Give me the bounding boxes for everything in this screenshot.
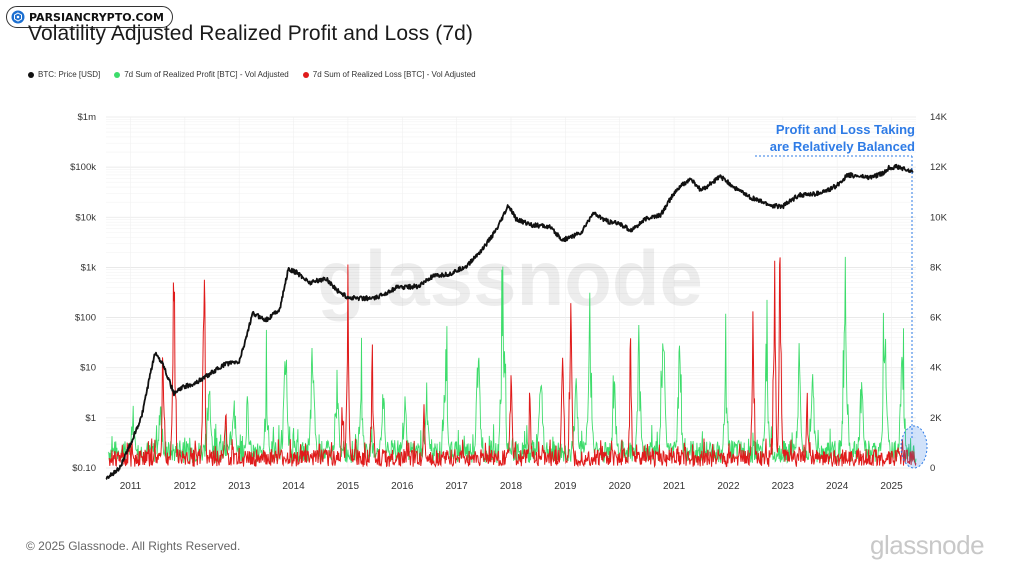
x-tick-label: 2012 [174, 481, 197, 492]
y-right-tick-label: 10K [930, 212, 948, 223]
x-tick-label: 2017 [446, 481, 469, 492]
legend-swatch-profit [114, 71, 121, 78]
y-left-tick-label: $10 [80, 363, 96, 374]
x-tick-label: 2019 [554, 481, 577, 492]
cube-network-icon [11, 10, 25, 24]
x-tick-label: 2025 [880, 481, 903, 492]
x-tick-label: 2023 [772, 481, 795, 492]
x-tick-label: 2021 [663, 481, 686, 492]
axes: $0.10 $1 $10 $100 $1k $10k $100k $1m 0 2K 4K 6K 8K 10… [70, 112, 947, 492]
y-left-tick-label: $1k [81, 262, 97, 273]
x-tick-label: 2011 [120, 481, 142, 492]
y-left-tick-label: $1 [85, 413, 96, 424]
badge-text: PARSIANCRYPTO.COM [29, 10, 164, 24]
x-tick-label: 2016 [391, 481, 414, 492]
annotation-ellipse [900, 425, 928, 469]
y-right-tick-label: 2K [930, 413, 942, 424]
legend-item-profit[interactable]: 7d Sum of Realized Profit [BTC] - Vol Ad… [114, 70, 289, 79]
loss-series [108, 257, 917, 469]
x-tick-label: 2015 [337, 481, 360, 492]
watermark: glassnode [317, 234, 703, 322]
annotation-line-2: are Relatively Balanced [769, 139, 915, 154]
x-tick-label: 2022 [717, 481, 740, 492]
copyright-text: © 2025 Glassnode. All Rights Reserved. [26, 539, 241, 553]
y-right-tick-label: 6K [930, 313, 942, 324]
legend-label-price: BTC: Price [USD] [38, 70, 101, 79]
price-line [105, 163, 914, 480]
y-left-tick-label: $1m [78, 112, 97, 123]
y-left-tick-label: $0.10 [72, 463, 96, 474]
legend-label-loss: 7d Sum of Realized Loss [BTC] - Vol Adju… [312, 70, 476, 79]
legend-item-price[interactable]: BTC: Price [USD] [28, 70, 100, 79]
x-tick-label: 2013 [228, 481, 251, 492]
annotation-text: Profit and Loss Taking are Relatively Ba… [740, 121, 915, 155]
y-right-tick-label: 14K [930, 112, 948, 123]
y-left-tick-label: $10k [75, 212, 96, 223]
brand-logo: glassnode [870, 530, 985, 560]
y-right-tick-label: 0 [930, 463, 935, 474]
chart-legend: BTC: Price [USD] 7d Sum of Realized Prof… [28, 70, 476, 79]
y-right-tick-label: 4K [930, 363, 942, 374]
chart-title: Volatility Adjusted Realized Profit and … [28, 22, 473, 45]
x-tick-label: 2018 [500, 481, 523, 492]
annotation-marker [755, 155, 928, 469]
y-left-tick-label: $100k [70, 162, 96, 173]
y-right-tick-label: 8K [930, 262, 942, 273]
legend-swatch-price [28, 71, 34, 78]
x-tick-label: 2020 [609, 481, 632, 492]
legend-label-profit: 7d Sum of Realized Profit [BTC] - Vol Ad… [124, 70, 289, 79]
annotation-line-1: Profit and Loss Taking [775, 122, 915, 137]
y-left-tick-label: $100 [75, 313, 96, 324]
loss-line [108, 257, 917, 469]
x-tick-label: 2024 [826, 481, 849, 492]
y-right-tick-label: 12K [930, 162, 948, 173]
x-tick-label: 2014 [282, 481, 305, 492]
price-series [105, 163, 914, 480]
legend-swatch-loss [302, 71, 309, 78]
legend-item-loss[interactable]: 7d Sum of Realized Loss [BTC] - Vol Adju… [302, 70, 476, 79]
site-badge: PARSIANCRYPTO.COM [6, 6, 173, 28]
